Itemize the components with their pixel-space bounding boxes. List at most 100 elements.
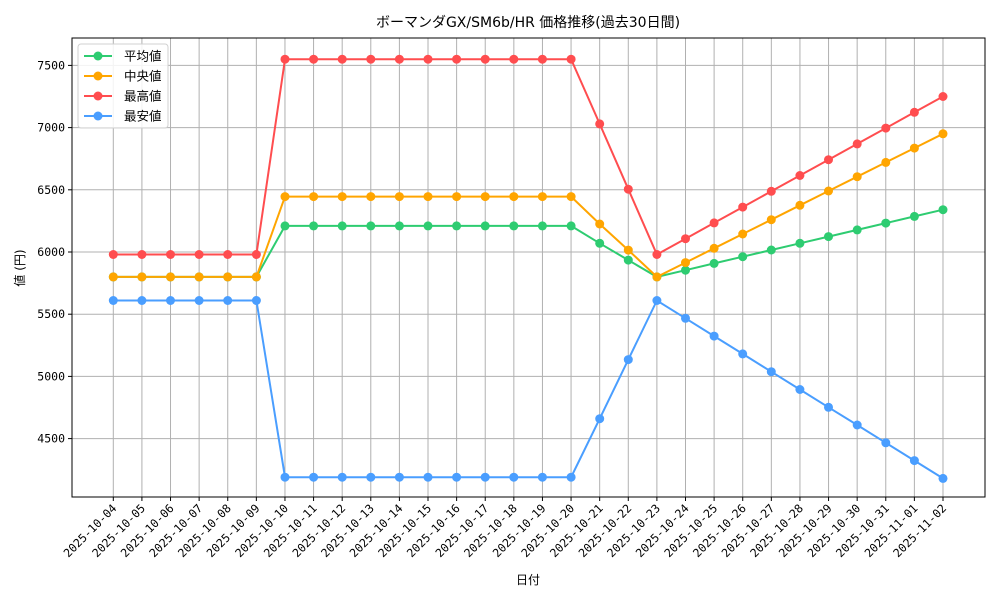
data-point: [537, 192, 547, 202]
data-point: [366, 192, 376, 202]
data-point: [909, 456, 919, 466]
data-point: [166, 296, 175, 305]
data-point: [738, 252, 748, 262]
data-point: [537, 472, 547, 482]
series-line: [113, 299, 944, 480]
data-point: [309, 472, 319, 482]
data-point: [223, 272, 233, 282]
data-point: [766, 186, 776, 196]
data-point: [824, 155, 833, 165]
data-point: [738, 349, 748, 359]
data-point: [223, 296, 233, 305]
data-point: [137, 250, 147, 259]
grid-lines: [72, 38, 985, 497]
data-point: [652, 272, 662, 282]
data-point: [623, 245, 633, 255]
data-point: [509, 192, 519, 202]
series-1: [108, 129, 948, 282]
data-point: [766, 245, 776, 255]
data-point: [337, 54, 347, 64]
data-point: [738, 202, 748, 212]
data-point: [194, 250, 204, 259]
data-point: [280, 221, 290, 231]
data-point: [566, 221, 576, 231]
legend-box: [77, 43, 169, 129]
data-point: [881, 123, 891, 133]
legend-marker-icon: [93, 91, 103, 101]
legend-marker-icon: [93, 71, 103, 81]
y-tick-label: 5500: [37, 307, 65, 321]
y-tick-label: 7000: [37, 121, 65, 135]
data-point: [194, 272, 204, 282]
data-point: [394, 54, 404, 64]
data-point: [709, 218, 719, 228]
data-point: [766, 367, 776, 377]
data-point: [337, 221, 347, 231]
data-point: [309, 221, 319, 231]
data-point: [595, 238, 605, 248]
data-point: [537, 54, 547, 64]
data-point: [509, 472, 519, 482]
data-point: [251, 272, 261, 282]
y-axis-label: 値 (円): [12, 249, 27, 286]
data-point: [852, 139, 862, 149]
series-3: [108, 296, 948, 483]
data-point: [709, 258, 719, 268]
data-point: [566, 472, 576, 482]
data-point: [909, 107, 919, 117]
data-point: [423, 54, 433, 64]
legend-label: 中央値: [124, 69, 162, 84]
data-point: [709, 243, 719, 253]
data-point: [681, 258, 690, 268]
data-point: [652, 296, 662, 305]
y-tick-label: 4500: [37, 432, 65, 446]
data-point: [681, 313, 690, 323]
data-point: [909, 143, 919, 153]
y-tick-label: 6000: [37, 245, 65, 259]
chart-title: ボーマンダGX/SM6b/HR 価格推移(過去30日間): [376, 15, 680, 31]
data-point: [280, 192, 290, 202]
data-point: [480, 221, 490, 231]
data-point: [824, 186, 833, 196]
data-point: [681, 234, 690, 244]
data-point: [480, 54, 490, 64]
data-point: [652, 250, 662, 259]
data-point: [795, 200, 805, 210]
data-point: [795, 171, 805, 180]
data-point: [452, 54, 462, 64]
data-point: [766, 215, 776, 225]
data-point: [337, 192, 347, 202]
plot-frame: [71, 37, 986, 498]
series-line: [113, 208, 944, 278]
data-point: [280, 472, 290, 482]
data-point: [938, 205, 948, 215]
data-point: [852, 225, 862, 235]
data-point: [938, 129, 948, 139]
data-point: [480, 472, 490, 482]
data-point: [337, 472, 347, 482]
data-point: [909, 211, 919, 221]
data-point: [452, 192, 462, 202]
series-line: [113, 58, 944, 256]
data-point: [137, 272, 147, 282]
data-point: [795, 238, 805, 248]
series-0: [108, 205, 948, 282]
data-point: [366, 221, 376, 231]
data-point: [938, 92, 948, 101]
data-point: [223, 250, 233, 259]
y-axis: 4500 5000 5500 6000 6500 7000 7500: [37, 58, 72, 446]
data-point: [881, 218, 891, 228]
data-point: [623, 255, 633, 265]
data-point: [566, 192, 576, 202]
data-point: [280, 54, 290, 64]
data-point: [166, 272, 175, 282]
data-point: [251, 250, 261, 259]
data-point: [623, 355, 633, 365]
data-point: [394, 472, 404, 482]
data-point: [509, 221, 519, 231]
data-point: [852, 420, 862, 430]
data-point: [108, 272, 118, 282]
data-point: [366, 54, 376, 64]
